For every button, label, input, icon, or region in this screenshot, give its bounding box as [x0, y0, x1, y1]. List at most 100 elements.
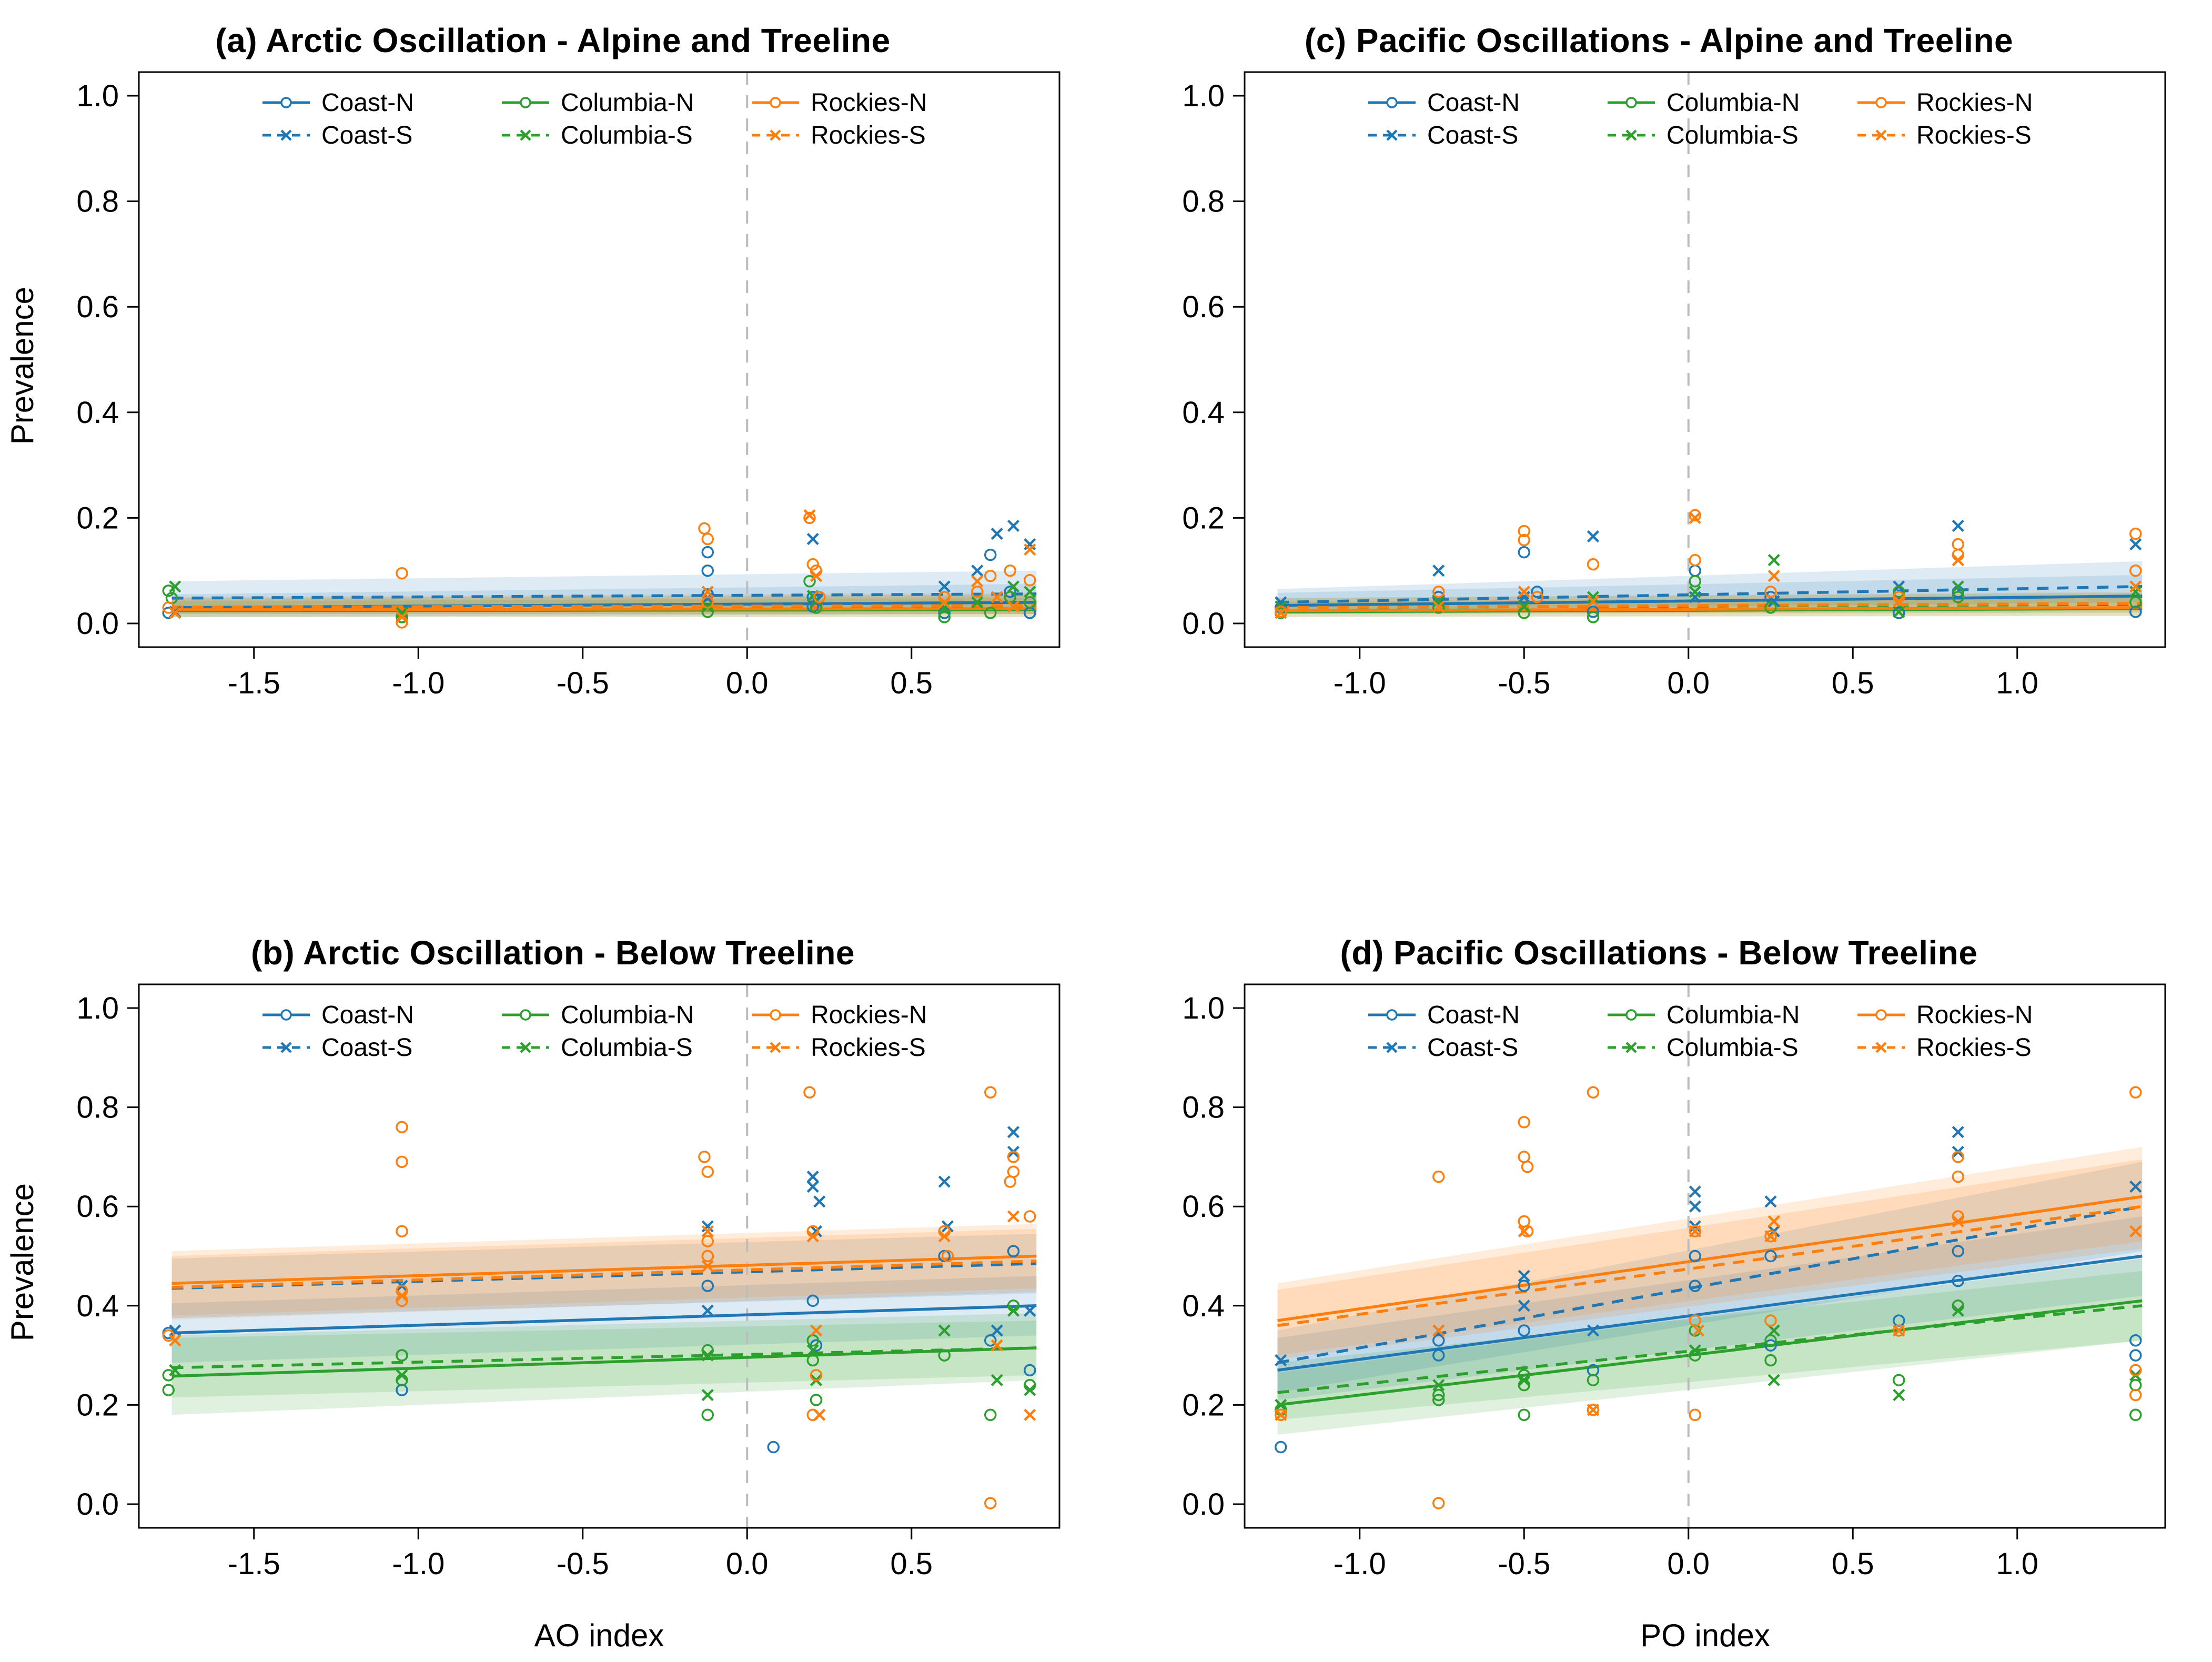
point-Columbia-N	[396, 1349, 408, 1362]
point-Coast-S	[1689, 1185, 1701, 1198]
y-tick-label: 0.2	[76, 501, 119, 535]
point-Rockies-S	[701, 1260, 714, 1272]
legend-label: Rockies-S	[1916, 122, 2032, 149]
point-Rockies-S	[1587, 1404, 1600, 1416]
legend: Coast-N Coast-S Columbia-N Columbia-S Rockie…	[1368, 1001, 2033, 1062]
legend-label: Rockies-N	[811, 89, 927, 117]
legend-label: Coast-N	[321, 1001, 414, 1029]
panel-c-ylabel-box	[1106, 66, 1150, 729]
point-Rockies-S	[1007, 600, 1020, 613]
point-Coast-S	[806, 1171, 819, 1183]
legend-marker-circle	[1875, 1009, 1887, 1021]
y-tick-label: 0.0	[76, 607, 119, 641]
y-tick-label: 0.8	[1182, 185, 1225, 219]
point-Coast-S	[701, 1220, 714, 1233]
point-Columbia-S	[938, 601, 951, 614]
legend-marker-circle	[520, 97, 531, 108]
point-Columbia-N	[938, 611, 951, 623]
point-Columbia-N	[1764, 601, 1777, 614]
trend-Rockies-N	[1277, 606, 2143, 612]
band-Coast-S	[171, 1234, 1037, 1318]
x-tick-label: -0.5	[1498, 666, 1550, 700]
x-axis: -1.5 -1.0 -0.5 0.0 0.5	[228, 647, 933, 700]
point-Rockies-N	[941, 1250, 954, 1263]
point-Columbia-S	[1893, 606, 1905, 618]
point-Rockies-S	[396, 611, 408, 623]
point-Rockies-N	[1521, 1225, 1534, 1238]
point-Rockies-S	[938, 1230, 951, 1243]
point-Columbia-N	[2129, 596, 2142, 609]
point-Rockies-S	[701, 1225, 714, 1237]
point-Rockies-S	[1587, 595, 1600, 608]
point-Rockies-N	[1893, 1324, 1905, 1337]
point-Columbia-S	[396, 1369, 408, 1382]
trend-Coast-S	[171, 592, 1037, 600]
point-Coast-S	[938, 1175, 951, 1188]
chart-c: -1.0 -0.5 0.0 0.5 1.0 0.0 0.2 0.4 0.6 0.8 1.0 Coast…	[1182, 71, 2166, 700]
point-Rockies-S	[1024, 1408, 1036, 1421]
point-Rockies-S	[1518, 1225, 1530, 1237]
point-Coast-S	[1952, 519, 1964, 532]
point-Columbia-N	[162, 1384, 175, 1396]
point-Coast-S	[991, 1324, 1003, 1337]
point-Columbia-S	[1518, 600, 1530, 613]
point-Columbia-N	[1432, 1394, 1445, 1406]
trend-Rockies-S	[1277, 602, 2143, 609]
point-Columbia-S	[1767, 554, 1780, 567]
point-Columbia-S	[2129, 586, 2142, 598]
point-Rockies-N	[1764, 1230, 1777, 1243]
trend-Columbia-N	[1277, 1299, 2143, 1407]
point-Columbia-S	[1275, 1398, 1287, 1411]
legend-label: Columbia-N	[561, 89, 694, 117]
point-Coast-S	[1689, 1200, 1701, 1213]
point-Rockies-N	[1587, 1404, 1600, 1416]
point-Coast-S	[1275, 1354, 1287, 1367]
point-Columbia-N	[1587, 611, 1600, 623]
point-Rockies-N	[1689, 553, 1701, 567]
trend-Rockies-S	[171, 1260, 1037, 1289]
point-Columbia-N	[701, 1408, 714, 1422]
y-tick-label: 0.0	[1182, 1487, 1225, 1522]
point-Coast-N	[1432, 1349, 1445, 1362]
y-tick-label: 0.6	[1182, 290, 1225, 324]
panel-a-plot-row: Prevalence -1.5 -1.0 -0.5 0.0 0.5 0.0 0.2 0.4 0.…	[0, 66, 1106, 729]
point-Rockies-N	[2129, 1086, 2142, 1099]
point-Coast-S	[1587, 530, 1600, 543]
point-Columbia-S	[1518, 1374, 1530, 1386]
point-Columbia-N	[803, 575, 816, 588]
trend-lines	[1277, 1195, 2143, 1407]
x-tick-label: 0.5	[890, 1547, 933, 1581]
legend-marker-x	[1625, 1042, 1637, 1053]
point-Columbia-S	[701, 1349, 714, 1362]
legend-marker-circle	[280, 97, 292, 108]
point-Coast-N	[701, 1280, 714, 1292]
point-Rockies-S	[1764, 1230, 1777, 1243]
point-Coast-N	[2129, 1334, 2142, 1347]
point-Rockies-N	[1432, 586, 1445, 598]
y-tick-label: 0.2	[1182, 501, 1225, 535]
y-tick-label: 0.2	[1182, 1388, 1225, 1422]
legend-marker-circle	[770, 1009, 781, 1021]
point-Rockies-S	[1275, 1408, 1287, 1421]
point-Rockies-S	[991, 1339, 1003, 1352]
point-Coast-N	[1531, 586, 1543, 598]
y-axis: 0.0 0.2 0.4 0.6 0.8 1.0	[76, 991, 139, 1522]
point-Columbia-S	[1024, 1384, 1036, 1396]
legend-marker-x	[1625, 129, 1637, 141]
y-tick-label: 0.0	[76, 1487, 119, 1522]
plot-frame	[1244, 71, 2166, 648]
legend-label: Columbia-S	[561, 122, 693, 149]
legend-marker-x	[770, 1042, 781, 1053]
legend: Coast-N Coast-S Columbia-N Columbia-S Rockie…	[1368, 89, 2033, 149]
x-axis-label: AO index	[534, 1618, 664, 1653]
x-tick-label: 0.5	[1832, 1547, 1874, 1581]
point-Rockies-S	[1432, 1324, 1445, 1337]
legend-marker-circle	[1386, 97, 1398, 108]
point-Coast-N	[2129, 606, 2142, 618]
point-Columbia-S	[1007, 1304, 1020, 1317]
point-Columbia-N	[938, 1349, 951, 1362]
y-axis-label: Prevalence	[4, 286, 40, 445]
legend-label: Columbia-N	[561, 1001, 694, 1029]
y-tick-label: 0.8	[76, 1091, 119, 1125]
x-axis: -1.5 -1.0 -0.5 0.0 0.5	[228, 1528, 933, 1581]
